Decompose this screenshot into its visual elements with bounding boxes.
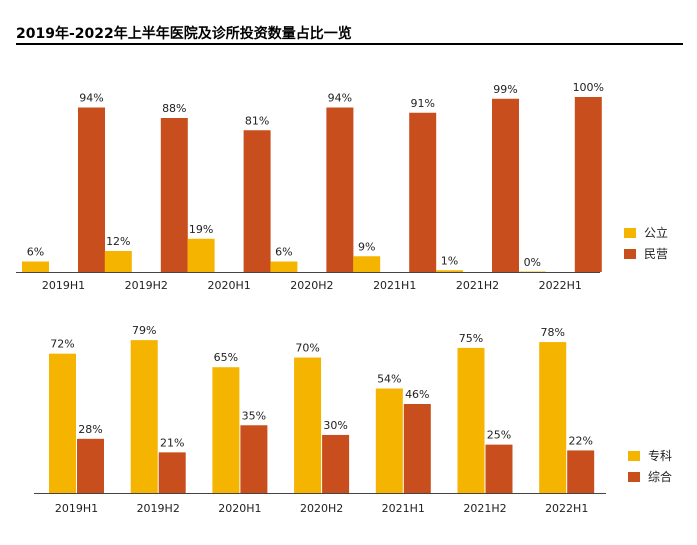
bar-专科-2021H2 xyxy=(457,347,485,493)
bar-专科-2021H1 xyxy=(375,388,403,493)
data-label-民营-2020H2: 94% xyxy=(328,92,352,105)
data-label-公立-2020H2: 6% xyxy=(275,246,292,259)
data-label-民营-2022H1: 100% xyxy=(573,81,604,94)
tick-label-2020H1: 2020H1 xyxy=(218,502,261,515)
bar-专科-2019H1 xyxy=(49,353,76,493)
tick-label-2021H1: 2021H1 xyxy=(382,502,425,515)
data-label-专科-2019H1: 72% xyxy=(50,338,74,351)
data-label-公立-2019H2: 12% xyxy=(106,235,130,248)
bar-公立-2019H1 xyxy=(22,261,49,272)
bar-综合-2020H1 xyxy=(240,425,268,493)
data-label-综合-2021H2: 25% xyxy=(487,429,511,442)
legend-swatch-专科 xyxy=(628,451,640,461)
data-label-民营-2021H2: 99% xyxy=(493,83,517,96)
bar-公立-2019H2 xyxy=(104,251,132,272)
bar-综合-2021H1 xyxy=(403,403,431,493)
data-label-民营-2020H1: 81% xyxy=(245,114,269,127)
legend-label-综合: 综合 xyxy=(648,469,672,484)
page-title: 2019年-2022年上半年医院及诊所投资数量占比一览 xyxy=(16,26,352,42)
bar-专科-2020H1 xyxy=(212,367,240,493)
bar-民营-2020H1 xyxy=(243,130,271,272)
tick-label-2019H2: 2019H2 xyxy=(137,502,180,515)
data-label-公立-2019H1: 6% xyxy=(27,246,44,259)
data-label-专科-2020H1: 65% xyxy=(214,351,238,364)
tick-label-2021H2: 2021H2 xyxy=(463,502,506,515)
data-label-专科-2019H2: 79% xyxy=(132,324,156,337)
tick-label-2020H2: 2020H2 xyxy=(300,502,343,515)
bar-公立-2020H2 xyxy=(270,261,298,272)
data-label-民营-2019H1: 94% xyxy=(79,92,103,105)
bar-民营-2019H1 xyxy=(78,107,105,272)
data-label-综合-2022H1: 22% xyxy=(568,434,592,447)
data-label-公立-2020H1: 19% xyxy=(189,223,213,236)
chart-1: 6% 94% 2019H1 12% 88% 2019H2 19% 81% 2020H1 6% 94%… xyxy=(16,81,668,292)
data-label-专科-2021H2: 75% xyxy=(459,332,483,345)
data-label-综合-2020H2: 30% xyxy=(323,419,347,432)
legend-swatch-公立 xyxy=(624,228,636,238)
tick-label-2021H2: 2021H2 xyxy=(456,279,499,292)
data-label-公立-2021H1: 9% xyxy=(358,240,375,253)
tick-label-2020H2: 2020H2 xyxy=(290,279,333,292)
title-rule xyxy=(16,43,683,45)
bar-公立-2022H1 xyxy=(518,271,546,272)
bar-公立-2021H1 xyxy=(353,256,381,272)
data-label-综合-2021H1: 46% xyxy=(405,388,429,401)
bar-专科-2022H1 xyxy=(539,342,567,493)
data-label-综合-2020H1: 35% xyxy=(242,409,266,422)
data-label-专科-2021H1: 54% xyxy=(377,373,401,386)
bar-专科-2019H2 xyxy=(130,340,158,493)
data-label-综合-2019H1: 28% xyxy=(78,423,102,436)
tick-label-2022H1: 2022H1 xyxy=(539,279,582,292)
bar-综合-2019H1 xyxy=(77,438,104,493)
legend-swatch-综合 xyxy=(628,472,640,482)
data-label-综合-2019H2: 21% xyxy=(160,436,184,449)
data-label-公立-2021H2: 1% xyxy=(441,254,458,267)
chart-2: 72% 28% 2019H1 79% 21% 2019H2 65% 35% 2020H1 70% 3… xyxy=(34,324,672,515)
data-label-民营-2019H2: 88% xyxy=(162,102,186,115)
tick-label-2021H1: 2021H1 xyxy=(373,279,416,292)
data-label-专科-2022H1: 78% xyxy=(540,326,564,339)
legend-swatch-民营 xyxy=(624,249,636,259)
tick-label-2019H1: 2019H1 xyxy=(42,279,85,292)
tick-label-2019H1: 2019H1 xyxy=(55,502,98,515)
tick-label-2022H1: 2022H1 xyxy=(545,502,588,515)
bar-民营-2019H2 xyxy=(160,118,188,272)
tick-label-2019H2: 2019H2 xyxy=(125,279,168,292)
bar-综合-2019H2 xyxy=(158,452,186,493)
bar-综合-2022H1 xyxy=(567,450,595,493)
bar-民营-2020H2 xyxy=(326,107,354,272)
data-label-公立-2022H1: 0% xyxy=(524,256,541,269)
bar-公立-2021H2 xyxy=(436,270,463,272)
bar-专科-2020H2 xyxy=(294,357,322,493)
legend-label-公立: 公立 xyxy=(644,225,668,240)
bar-民营-2022H1 xyxy=(574,97,602,272)
bar-综合-2020H2 xyxy=(322,434,350,493)
data-label-专科-2020H2: 70% xyxy=(295,342,319,355)
legend-label-专科: 专科 xyxy=(648,448,672,463)
data-label-民营-2021H1: 91% xyxy=(410,97,434,110)
legend-label-民营: 民营 xyxy=(644,247,668,261)
bar-综合-2021H2 xyxy=(485,444,513,493)
tick-label-2020H1: 2020H1 xyxy=(207,279,250,292)
bar-公立-2020H1 xyxy=(187,238,215,272)
bar-民营-2021H1 xyxy=(409,112,437,272)
bar-民营-2021H2 xyxy=(492,98,519,272)
